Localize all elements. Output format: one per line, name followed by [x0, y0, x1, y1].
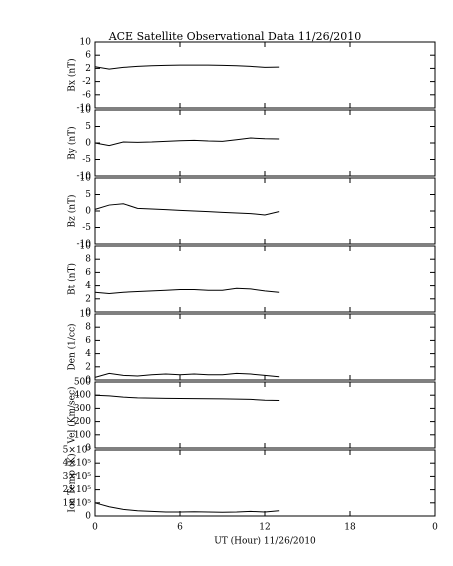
y-tick-label: 4	[85, 349, 91, 359]
y-tick-label: -2	[82, 77, 91, 87]
y-tick-label: 5×10⁵	[63, 446, 92, 456]
panel-frame	[94, 449, 436, 517]
y-tick-label: 2	[85, 64, 91, 74]
panel-frame	[94, 177, 436, 245]
y-tick-label: 400	[74, 391, 91, 401]
y-tick-label: 10	[80, 38, 92, 48]
y-tick-label: 4×10⁵	[63, 459, 92, 469]
y-tick-label: 8	[85, 323, 91, 333]
x-tick-label: 18	[344, 523, 356, 533]
panel-frame	[94, 41, 436, 109]
y-tick-label: 6	[85, 336, 91, 346]
y-tick-label: 3×10⁵	[63, 472, 92, 482]
y-tick-label: 10	[80, 242, 92, 252]
y-axis-title: Den (1/cc)	[67, 323, 78, 370]
y-tick-label: -10	[77, 104, 92, 114]
y-tick-label: 0	[85, 207, 91, 217]
y-tick-label: 200	[74, 417, 91, 427]
x-axis-title: UT (Hour) 11/26/2010	[214, 536, 316, 547]
data-line	[94, 394, 280, 401]
data-line	[94, 502, 280, 513]
data-line	[94, 137, 280, 147]
panel-frame	[94, 245, 436, 313]
y-tick-label: -10	[77, 172, 92, 182]
y-tick-label: 10	[80, 310, 92, 320]
x-tick-label: 6	[177, 523, 183, 533]
y-tick-label: 10	[80, 174, 92, 184]
x-tick-label: 0	[92, 523, 98, 533]
y-tick-label: 0	[85, 512, 91, 522]
y-tick-label: 0	[85, 139, 91, 149]
data-line	[94, 287, 280, 295]
panel-frame	[94, 109, 436, 177]
y-tick-label: -10	[77, 240, 92, 250]
y-tick-label: 5	[85, 190, 91, 200]
y-tick-label: 300	[74, 404, 91, 414]
data-line	[94, 372, 280, 378]
y-tick-label: 4	[85, 281, 91, 291]
y-tick-label: -6	[82, 90, 91, 100]
y-axis-title: By (nT)	[67, 126, 78, 159]
y-tick-label: 500	[74, 378, 91, 388]
x-tick-label: 0	[432, 523, 438, 533]
y-tick-label: 2×10⁵	[63, 485, 92, 495]
panel-frame	[94, 381, 436, 449]
y-axis-title: Bz (nT)	[67, 194, 78, 227]
chart-title: ACE Satellite Observational Data 11/26/2…	[108, 30, 362, 43]
y-tick-label: 100	[74, 430, 91, 440]
y-tick-label: 0	[85, 444, 91, 454]
y-tick-label: 0	[85, 308, 91, 318]
data-line	[94, 203, 280, 216]
y-axis-title: Bt (nT)	[67, 263, 78, 295]
y-tick-label: 0	[85, 376, 91, 386]
y-tick-label: 2	[85, 362, 91, 372]
y-tick-label: 2	[85, 294, 91, 304]
y-tick-label: 10	[80, 106, 92, 116]
y-tick-label: 1×10⁵	[63, 498, 92, 508]
y-axis-title: Bx (nT)	[67, 58, 78, 91]
y-axis-title: Vel (Km/sec)	[67, 386, 78, 444]
y-axis-title: Ion Temp (K)	[67, 453, 78, 512]
y-tick-label: -5	[82, 223, 91, 233]
panel-frame	[94, 313, 436, 381]
y-tick-label: 6	[85, 268, 91, 278]
x-tick-label: 12	[259, 523, 270, 533]
y-tick-label: 6	[85, 51, 91, 61]
y-tick-label: 8	[85, 255, 91, 265]
y-tick-label: -5	[82, 155, 91, 165]
data-line	[94, 64, 280, 70]
y-tick-label: 5	[85, 122, 91, 132]
